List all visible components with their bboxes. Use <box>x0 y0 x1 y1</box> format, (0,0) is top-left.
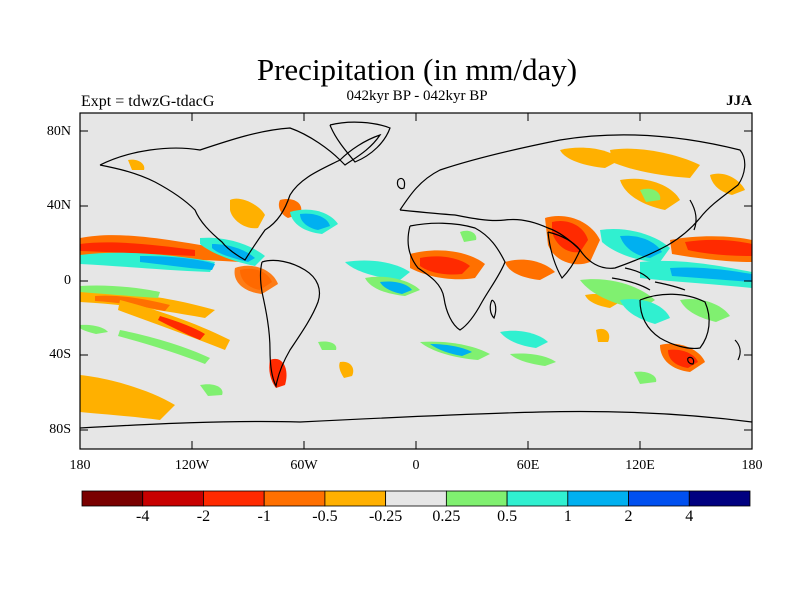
precip-field <box>80 147 752 420</box>
season-label: JJA <box>726 93 752 109</box>
lon-label-120w: 120W <box>174 458 210 473</box>
experiment-label: Expt = tdwzG-tdacG <box>81 93 215 110</box>
colorbar-label: 2 <box>624 508 633 525</box>
colorbar-label: 0.5 <box>497 508 518 525</box>
colorbar-swatch <box>567 490 629 507</box>
lon-label-60w: 60W <box>290 458 318 473</box>
colorbar-label: 4 <box>685 508 694 525</box>
colorbar-label: -2 <box>196 508 211 525</box>
lat-label-80n: 80N <box>46 124 71 139</box>
colorbar-label: -1 <box>257 508 271 525</box>
lon-label-120e: 120E <box>625 458 655 473</box>
lat-label-80s: 80S <box>49 422 71 437</box>
colorbar-swatch <box>506 490 569 507</box>
lat-label-40s: 40S <box>49 347 71 362</box>
colorbar-swatch <box>628 490 690 507</box>
plot-title: Precipitation (in mm/day) <box>256 52 578 87</box>
colorbar-swatch <box>142 490 204 507</box>
colorbar-swatch <box>385 490 447 507</box>
lon-label-180e: 180 <box>741 458 763 473</box>
lat-label-0: 0 <box>64 273 71 288</box>
axis-ticks <box>79 113 753 449</box>
colorbar-label: 1 <box>563 508 572 525</box>
colorbar-label: -4 <box>136 508 150 525</box>
colorbar-swatch <box>445 490 508 507</box>
lon-label-180w: 180 <box>69 458 91 473</box>
colorbar-swatch <box>263 490 326 507</box>
coastlines <box>80 121 752 429</box>
colorbar <box>81 490 751 507</box>
colorbar-swatch <box>81 490 144 507</box>
lat-label-40n: 40N <box>46 198 71 213</box>
colorbar-label: -0.5 <box>312 508 338 525</box>
colorbar-swatch <box>203 490 265 507</box>
lon-label-0: 0 <box>412 458 420 473</box>
lon-label-60e: 60E <box>516 458 540 473</box>
colorbar-label: 0.25 <box>432 508 461 525</box>
colorbar-swatch <box>688 490 751 507</box>
plot-subtitle: 042kyr BP - 042kyr BP <box>346 88 488 104</box>
colorbar-label: -0.25 <box>368 508 403 525</box>
colorbar-swatch <box>324 490 387 507</box>
